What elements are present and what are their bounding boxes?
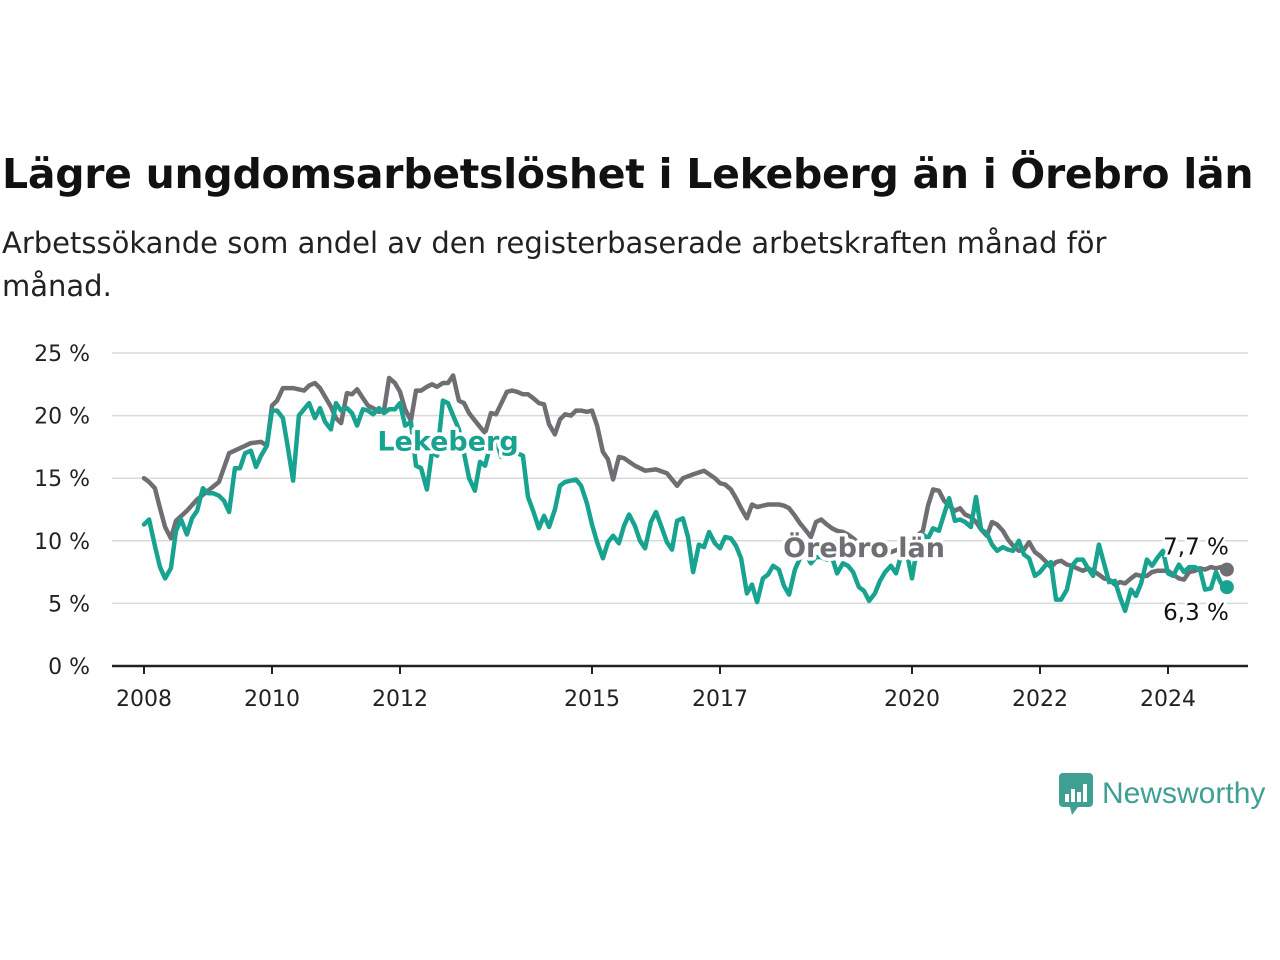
series-end-point xyxy=(1219,562,1234,577)
series-line xyxy=(141,373,1230,587)
x-tick-label: 2020 xyxy=(884,687,940,712)
x-tick-label: 2010 xyxy=(244,687,300,712)
series-label: Örebro län xyxy=(783,531,945,564)
series-end-label: 6,3 % xyxy=(1163,600,1229,626)
x-tick-label: 2022 xyxy=(1012,687,1068,712)
chart-subtitle: Arbetssökande som andel av den registerb… xyxy=(2,226,1107,303)
brand-name: Newsworthy xyxy=(1102,777,1266,810)
y-tick-label: 5 % xyxy=(48,592,90,617)
y-tick-label: 20 % xyxy=(34,405,90,430)
chart-title: Lägre ungdomsarbetslöshet i Lekeberg än … xyxy=(2,150,1254,198)
line-chart: 0 % 5 % 10 % 15 % 20 % 25 % 2008 2010 2012 2015 20… xyxy=(34,342,1248,712)
series-end-point xyxy=(1219,580,1234,595)
y-tick-label: 15 % xyxy=(34,467,90,492)
x-tick-label: 2017 xyxy=(692,687,748,712)
x-tick-label: 2015 xyxy=(564,687,620,712)
newsworthy-logo[interactable]: Newsworthy xyxy=(1058,772,1265,816)
series-line xyxy=(141,398,1230,614)
x-tick-label: 2012 xyxy=(372,687,428,712)
x-tick-label: 2008 xyxy=(116,687,172,712)
x-tick-label: 2024 xyxy=(1140,687,1196,712)
y-tick-label: 25 % xyxy=(34,342,90,367)
series-label: Lekeberg xyxy=(377,427,518,458)
y-tick-label: 10 % xyxy=(34,530,90,555)
series-end-label: 7,7 % xyxy=(1163,535,1229,561)
y-tick-label: 0 % xyxy=(48,655,90,680)
newsworthy-chart-bubble-icon xyxy=(1059,773,1093,815)
